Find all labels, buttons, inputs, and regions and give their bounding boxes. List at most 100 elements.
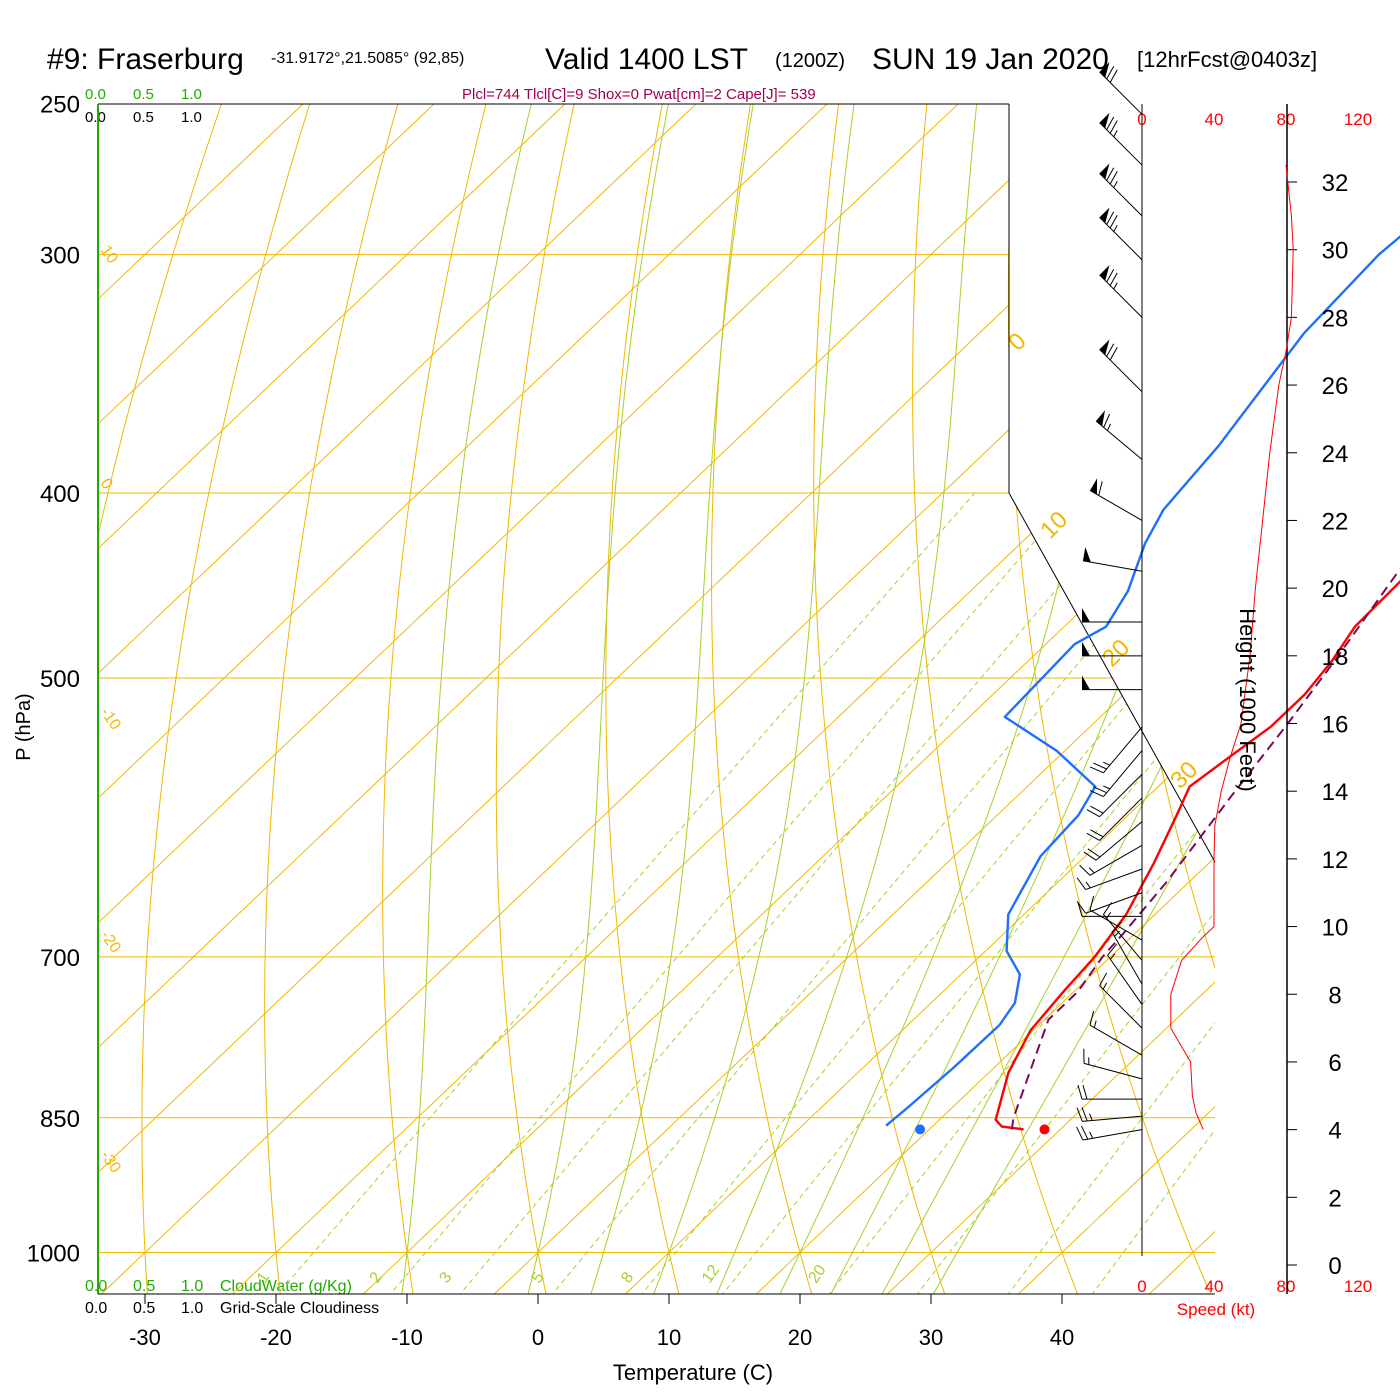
wind-barb — [1086, 773, 1143, 818]
forecast-info: [12hrFcst@0403z] — [1137, 47, 1317, 72]
cloudiness-tick: 0.0 — [85, 109, 106, 126]
wind-barb-feather — [1086, 832, 1100, 841]
wind-barb-feather — [1082, 1085, 1088, 1100]
height-tick-label: 16 — [1322, 712, 1349, 739]
wind-barb-staff — [1089, 909, 1143, 941]
wind-barb — [1099, 112, 1143, 166]
height-tick-label: 0 — [1328, 1253, 1341, 1280]
wind-barb-half-feather — [1103, 761, 1111, 766]
wind-barb-feather — [1089, 790, 1104, 797]
dry-adiabat-label: 10 — [1035, 506, 1073, 544]
wind-barb — [1077, 1085, 1142, 1100]
wind-barb — [1077, 902, 1142, 917]
surface-temperature-marker — [1039, 1124, 1050, 1135]
wind-barb-half-feather — [1089, 1131, 1094, 1139]
wind-barb-half-feather — [1107, 423, 1111, 431]
isotherm-line — [98, 104, 959, 1294]
wind-barb-flag — [1090, 478, 1098, 495]
wind-barb-flag — [1082, 675, 1090, 690]
height-tick-label: 2 — [1328, 1185, 1341, 1212]
height-tick-label: 18 — [1322, 644, 1349, 671]
speed-profile-line — [1170, 165, 1294, 1130]
wind-barb — [1082, 546, 1143, 572]
moist-adiabat-line — [911, 104, 1215, 1294]
wind-barb-feather — [1076, 877, 1087, 890]
cloudwater-tick: 1.0 — [181, 86, 202, 103]
wind-barb-staff — [1099, 349, 1143, 393]
wind-barb-half-feather — [1110, 953, 1116, 960]
temperature-line — [994, 579, 1400, 1131]
isotherm-line — [323, 104, 1215, 1294]
mixing-ratio-line — [692, 492, 1215, 1294]
cloudwater-tick: 0.5 — [133, 86, 154, 103]
wind-barb-staff — [1111, 931, 1143, 985]
dry-adiabat-label: 30 — [1165, 756, 1203, 794]
x-tick-label: 40 — [1050, 1325, 1074, 1350]
height-tick-label: 30 — [1322, 238, 1349, 265]
y-tick-label: 850 — [40, 1106, 80, 1133]
mixing-ratio-label: 12 — [699, 1262, 723, 1286]
dry-adiabat-label: -20 — [97, 928, 124, 957]
y-axis-label: P (hPa) — [13, 693, 35, 760]
wind-barb-feather — [1098, 481, 1103, 496]
cloudwater-label: CloudWater (g/Kg) — [220, 1278, 352, 1295]
height-tick-label: 12 — [1322, 847, 1349, 874]
mixing-ratio-label: 20 — [805, 1262, 829, 1286]
frame-diagonal — [1008, 492, 1216, 863]
mixing-ratio-line — [799, 492, 1215, 1294]
height-tick-label: 8 — [1328, 982, 1341, 1009]
zulu-time: (1200Z) — [775, 50, 845, 72]
wind-barb — [1082, 675, 1142, 691]
y-tick-label: 300 — [40, 243, 80, 270]
wind-barb-flag — [1082, 546, 1091, 563]
isotherm-line — [716, 104, 1215, 1294]
wind-barb-feather — [1109, 347, 1118, 361]
mixing-ratio-line — [521, 492, 1215, 1294]
wind-barb-half-feather — [1093, 1020, 1097, 1028]
mixing-ratio-label: 2 — [367, 1269, 386, 1286]
wind-barb-staff — [1103, 750, 1143, 797]
wind-barb-feather — [1076, 1107, 1083, 1122]
isotherm-line — [192, 104, 1215, 1294]
dry-adiabat-line — [141, 104, 311, 1294]
wind-barb-feather — [1077, 902, 1083, 917]
x-tick-label: 10 — [657, 1325, 681, 1350]
mixing-ratio-line — [245, 492, 975, 1294]
moist-adiabat-line — [761, 104, 1129, 1294]
wind-barb-half-feather — [1085, 881, 1091, 889]
height-tick-label: 24 — [1322, 441, 1349, 468]
wind-barb — [1079, 844, 1143, 876]
wind-barb-feather — [1079, 864, 1091, 876]
background-lines — [98, 104, 1400, 1332]
dry-adiabat-line — [495, 104, 575, 1294]
height-tick-label: 32 — [1322, 170, 1349, 197]
wind-barb-feather — [1111, 921, 1123, 933]
wind-barb-feather — [1106, 269, 1115, 283]
wind-panel: 0040408080120120024681012141618202224262… — [1076, 61, 1372, 1296]
isotherm-line — [585, 104, 1215, 1294]
x-tick-label: -20 — [260, 1325, 292, 1350]
wind-barb-staff — [1099, 773, 1143, 818]
moist-adiabat-line — [517, 104, 673, 1294]
dry-adiabat-line — [711, 104, 824, 1294]
mixing-ratio-line — [428, 492, 1140, 1294]
speed-tick-label-bottom: 120 — [1344, 1277, 1372, 1296]
dry-adiabat-label: -10 — [97, 705, 124, 734]
wind-barb-staff — [1085, 868, 1143, 891]
cloudwater-tick: 1.0 — [181, 1278, 203, 1295]
wind-barb-half-feather — [1088, 867, 1095, 874]
dry-adiabat-line — [1368, 104, 1400, 1332]
plot-frame — [97, 103, 1216, 1295]
y-tick-label: 1000 — [27, 1241, 80, 1268]
wind-barb-half-feather — [1102, 982, 1108, 990]
wind-barb — [1076, 1107, 1143, 1122]
wind-barb — [1103, 902, 1143, 961]
wind-barb-half-feather — [1113, 180, 1118, 188]
wind-barb-feather — [1109, 171, 1118, 185]
wind-barb-feather — [1109, 272, 1118, 286]
wind-barb-staff — [1103, 726, 1143, 774]
dry-adiabat-line — [813, 104, 959, 1294]
wind-barb-feather — [1106, 343, 1115, 357]
wind-barb-staff — [1099, 173, 1143, 217]
